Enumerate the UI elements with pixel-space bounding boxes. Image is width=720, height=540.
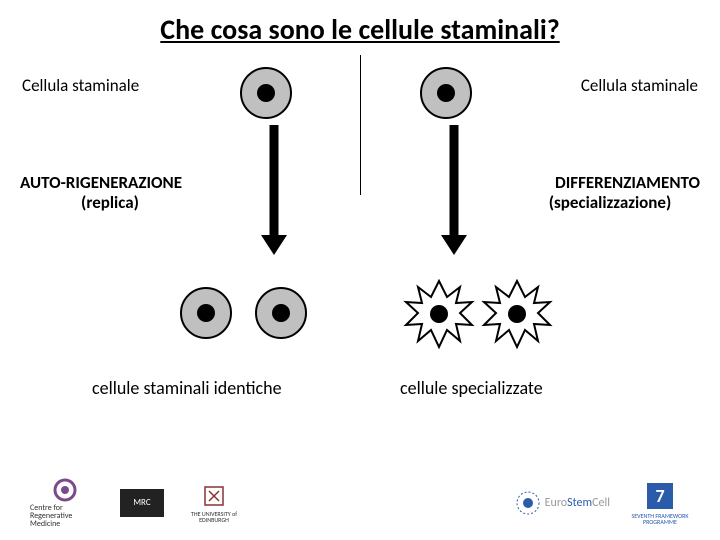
left-process-label: AUTO-RIGENERAZIONE (replica)	[20, 173, 200, 214]
left-process-line1: AUTO-RIGENERAZIONE	[20, 173, 200, 193]
right-top-cell	[420, 67, 472, 119]
right-result-cell-1	[400, 275, 478, 353]
mrc-icon: MRC	[120, 489, 164, 517]
left-top-cell	[240, 67, 292, 119]
logo-mrc: MRC	[120, 489, 164, 517]
logo-edinburgh: THE UNIVERSITY of EDINBURGH	[184, 483, 244, 523]
left-process-line2: (replica)	[20, 193, 200, 213]
center-divider	[360, 55, 361, 195]
left-arrow-icon	[261, 125, 287, 255]
slide-title: Che cosa sono le cellule staminali?	[0, 0, 720, 47]
logo-bar: Centre for Regenerative Medicine MRC THE…	[0, 475, 720, 530]
edinburgh-crest-icon	[201, 483, 227, 509]
right-result-cell-2	[478, 275, 556, 353]
crm-icon	[53, 478, 77, 502]
left-bottom-label: cellule staminali identiche	[92, 377, 282, 399]
logo-crm-text: Centre for Regenerative Medicine	[30, 504, 100, 528]
logo-crm: Centre for Regenerative Medicine	[30, 478, 100, 528]
nucleus-icon	[257, 84, 275, 102]
eurostemcell-icon	[515, 490, 541, 516]
logo-fp7-text: SEVENTH FRAMEWORK PROGRAMME	[630, 513, 690, 525]
left-top-label: Cellula staminale	[22, 75, 139, 96]
right-process-label: DIFFERENZIAMENTO (specializzazione)	[520, 173, 700, 214]
logo-fp7: 7 SEVENTH FRAMEWORK PROGRAMME	[630, 481, 690, 525]
left-result-cell-2	[255, 287, 307, 339]
right-top-label: Cellula staminale	[581, 75, 698, 96]
fp7-icon: 7	[645, 481, 675, 511]
logo-eurostemcell: EuroStemCell	[515, 490, 610, 516]
diagram-area: Cellula staminale AUTO-RIGENERAZIONE (re…	[0, 55, 720, 455]
nucleus-icon	[197, 304, 215, 322]
right-process-line2: (specializzazione)	[520, 193, 700, 213]
right-arrow-icon	[441, 125, 467, 255]
left-result-cell-1	[180, 287, 232, 339]
logo-esc-text: EuroStemCell	[545, 496, 610, 510]
svg-text:7: 7	[655, 485, 664, 507]
right-bottom-label: cellule specializzate	[400, 377, 543, 399]
nucleus-icon	[272, 304, 290, 322]
right-process-line1: DIFFERENZIAMENTO	[520, 173, 700, 193]
logo-edin-text: THE UNIVERSITY of EDINBURGH	[184, 511, 244, 523]
nucleus-icon	[437, 84, 455, 102]
